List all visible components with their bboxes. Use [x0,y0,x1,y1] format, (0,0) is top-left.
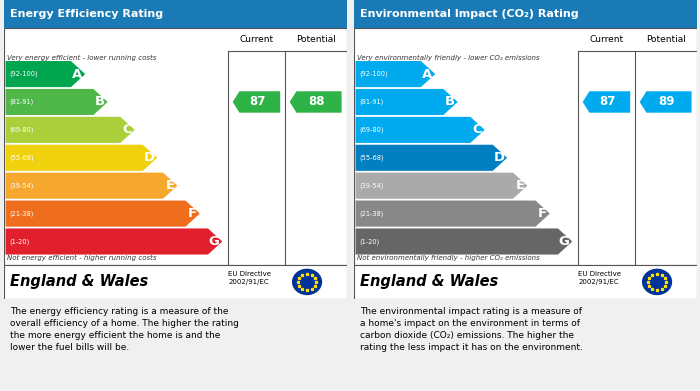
Polygon shape [356,145,508,171]
Text: Very environmentally friendly - lower CO₂ emissions: Very environmentally friendly - lower CO… [357,54,540,61]
Polygon shape [6,145,158,171]
Text: E: E [165,179,174,192]
Polygon shape [582,91,630,113]
Polygon shape [6,89,108,115]
Text: England & Wales: England & Wales [10,274,148,289]
Bar [354,0,696,29]
Polygon shape [356,228,573,255]
Text: Current: Current [589,35,624,44]
Text: (92-100): (92-100) [360,71,389,77]
Polygon shape [6,228,223,255]
Text: Energy Efficiency Rating: Energy Efficiency Rating [10,9,163,19]
Polygon shape [356,201,550,227]
Text: (55-68): (55-68) [360,154,384,161]
Text: 88: 88 [308,95,324,108]
Text: Current: Current [239,35,274,44]
Text: B: B [445,95,455,108]
Text: 87: 87 [248,95,265,108]
Text: Not energy efficient - higher running costs: Not energy efficient - higher running co… [7,255,156,261]
Polygon shape [290,91,342,113]
Polygon shape [356,61,435,87]
Circle shape [293,269,321,294]
Text: E: E [515,179,524,192]
Text: England & Wales: England & Wales [360,274,498,289]
Bar [4,0,346,29]
Text: G: G [559,235,570,248]
Text: G: G [209,235,220,248]
Text: Very energy efficient - lower running costs: Very energy efficient - lower running co… [7,54,156,61]
Text: (1-20): (1-20) [360,238,380,245]
Text: (81-91): (81-91) [10,99,34,105]
Text: Not environmentally friendly - higher CO₂ emissions: Not environmentally friendly - higher CO… [357,255,540,261]
Text: (69-80): (69-80) [10,127,34,133]
Polygon shape [6,61,85,87]
Polygon shape [6,117,134,143]
Text: (1-20): (1-20) [10,238,30,245]
Text: (69-80): (69-80) [360,127,384,133]
Bar [354,265,696,299]
Text: Environmental Impact (CO₂) Rating: Environmental Impact (CO₂) Rating [360,9,578,19]
Text: (21-38): (21-38) [360,210,384,217]
Text: EU Directive
2002/91/EC: EU Directive 2002/91/EC [578,271,621,285]
Bar [4,265,346,299]
Text: Potential: Potential [645,35,685,44]
Text: A: A [422,68,433,81]
Text: (92-100): (92-100) [10,71,38,77]
Text: C: C [122,124,132,136]
Text: EU Directive
2002/91/EC: EU Directive 2002/91/EC [228,271,271,285]
Text: 89: 89 [658,95,674,108]
Polygon shape [232,91,280,113]
Circle shape [643,269,671,294]
Text: The environmental impact rating is a measure of
a home's impact on the environme: The environmental impact rating is a mea… [360,307,583,352]
Text: F: F [538,207,547,220]
Polygon shape [6,201,199,227]
Text: (39-54): (39-54) [360,183,384,189]
Text: (21-38): (21-38) [10,210,34,217]
Text: D: D [144,151,155,164]
Text: A: A [72,68,83,81]
Text: (39-54): (39-54) [10,183,34,189]
Text: The energy efficiency rating is a measure of the
overall efficiency of a home. T: The energy efficiency rating is a measur… [10,307,239,352]
Text: F: F [188,207,197,220]
Polygon shape [6,173,177,199]
Text: D: D [494,151,505,164]
Polygon shape [356,89,458,115]
Text: (55-68): (55-68) [10,154,34,161]
Text: B: B [95,95,105,108]
Polygon shape [356,173,527,199]
Text: C: C [473,124,482,136]
Bar [354,29,696,265]
Text: (81-91): (81-91) [360,99,384,105]
Text: Potential: Potential [295,35,335,44]
Polygon shape [640,91,692,113]
Text: 87: 87 [598,95,615,108]
Polygon shape [356,117,484,143]
Bar [4,29,346,265]
